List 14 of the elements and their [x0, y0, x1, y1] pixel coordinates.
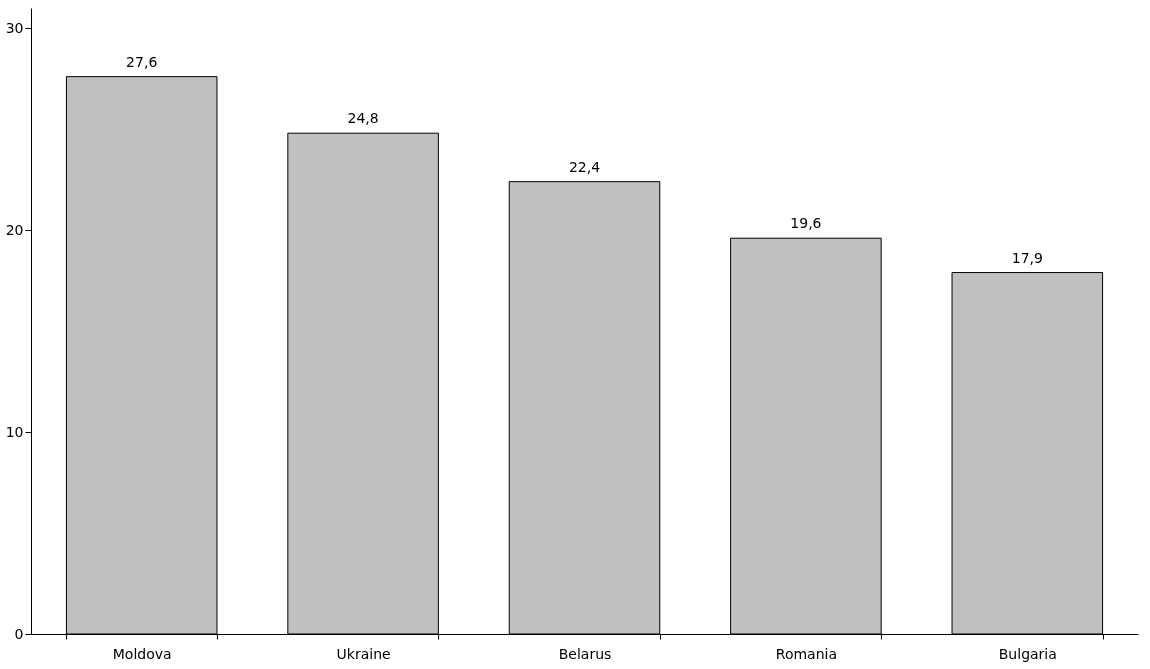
x-tick-label: Bulgaria	[998, 645, 1057, 662]
y-tick-label: 0	[14, 625, 24, 642]
data-label: 22,4	[568, 158, 601, 175]
data-label: 19,6	[790, 215, 822, 232]
data-label: 27,6	[126, 53, 158, 70]
y-tick-label: 10	[5, 423, 24, 440]
y-tick-label: 20	[5, 221, 24, 238]
x-tick-label: Romania	[775, 645, 838, 662]
data-label: 24,8	[347, 110, 379, 127]
x-tick-label: Ukraine	[336, 645, 391, 662]
x-tick-label: Belarus	[558, 645, 612, 662]
y-tick-label: 30	[5, 19, 24, 36]
x-tick-label: Moldova	[112, 645, 172, 662]
data-label: 17,9	[1011, 249, 1043, 266]
